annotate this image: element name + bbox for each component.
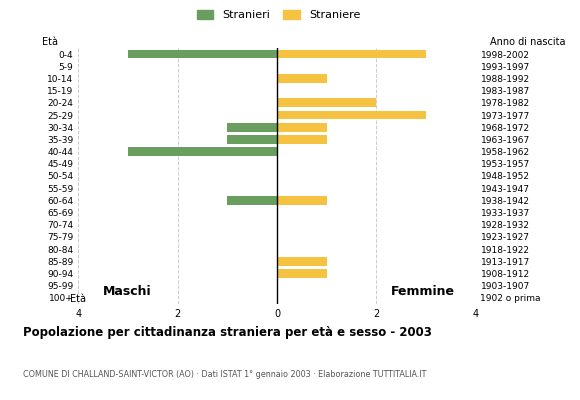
Bar [277, 98, 376, 107]
Bar [227, 135, 277, 144]
Text: Femmine: Femmine [391, 285, 455, 298]
Bar [227, 123, 277, 132]
Text: Età: Età [42, 37, 58, 47]
Text: Popolazione per cittadinanza straniera per età e sesso - 2003: Popolazione per cittadinanza straniera p… [23, 326, 432, 339]
Bar [277, 196, 327, 205]
Bar [277, 135, 327, 144]
Text: Età: Età [70, 294, 86, 304]
Bar [277, 123, 327, 132]
Bar [277, 257, 327, 266]
Bar [277, 74, 327, 83]
Bar [277, 269, 327, 278]
Text: Anno di nascita: Anno di nascita [490, 37, 566, 47]
Bar [128, 147, 277, 156]
Text: Maschi: Maschi [103, 285, 152, 298]
Bar [277, 111, 426, 120]
Bar [277, 50, 426, 58]
Bar [227, 196, 277, 205]
Legend: Stranieri, Straniere: Stranieri, Straniere [192, 6, 365, 25]
Text: COMUNE DI CHALLAND-SAINT-VICTOR (AO) · Dati ISTAT 1° gennaio 2003 · Elaborazione: COMUNE DI CHALLAND-SAINT-VICTOR (AO) · D… [23, 370, 426, 379]
Bar [128, 50, 277, 58]
